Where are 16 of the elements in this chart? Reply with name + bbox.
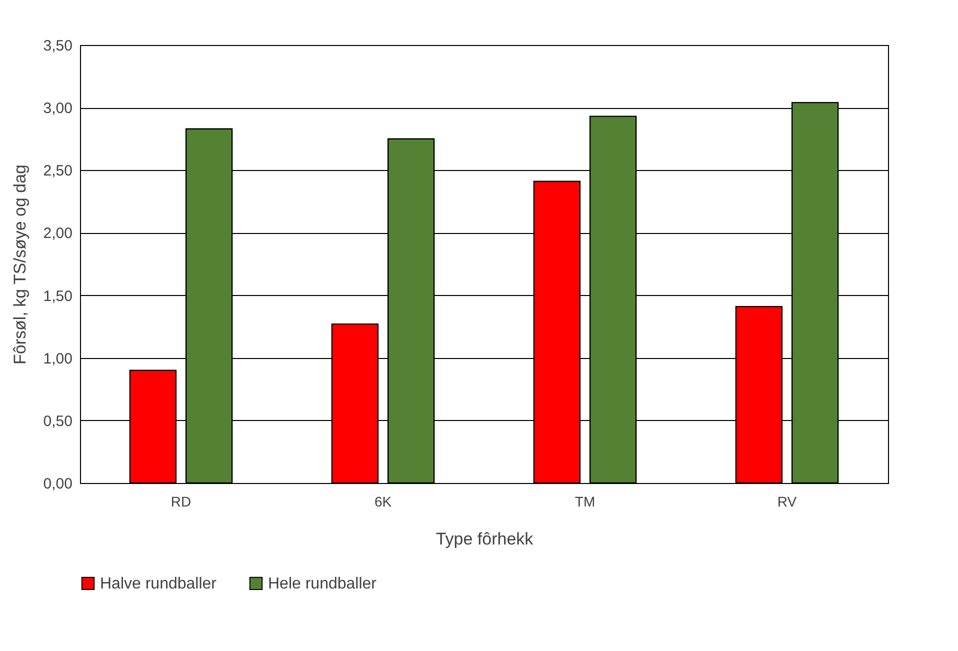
y-tick-label: 0,50 (43, 412, 72, 430)
y-tick-label: 2,50 (43, 162, 72, 180)
x-tick-label: RD (170, 494, 192, 510)
y-tick-label: 3,00 (43, 100, 72, 118)
y-tick-label: 3,50 (43, 38, 72, 54)
x-tick-label: 6K (374, 494, 392, 510)
y-tick-label: 1,00 (43, 350, 72, 368)
y-axis-title: Fôrsøl, kg TS/søye og dag (10, 164, 30, 364)
y-tick-label: 2,00 (43, 225, 72, 242)
x-tick-label: RV (777, 494, 798, 510)
legend-label: Hele rundballer (268, 575, 378, 592)
legend-label: Halve rundballer (100, 575, 218, 592)
x-tick-label: TM (574, 494, 596, 510)
x-axis-title: Type fôrhekk (436, 530, 534, 548)
y-tick-label: 1,50 (43, 288, 72, 305)
y-tick-label: 0,00 (43, 476, 72, 492)
